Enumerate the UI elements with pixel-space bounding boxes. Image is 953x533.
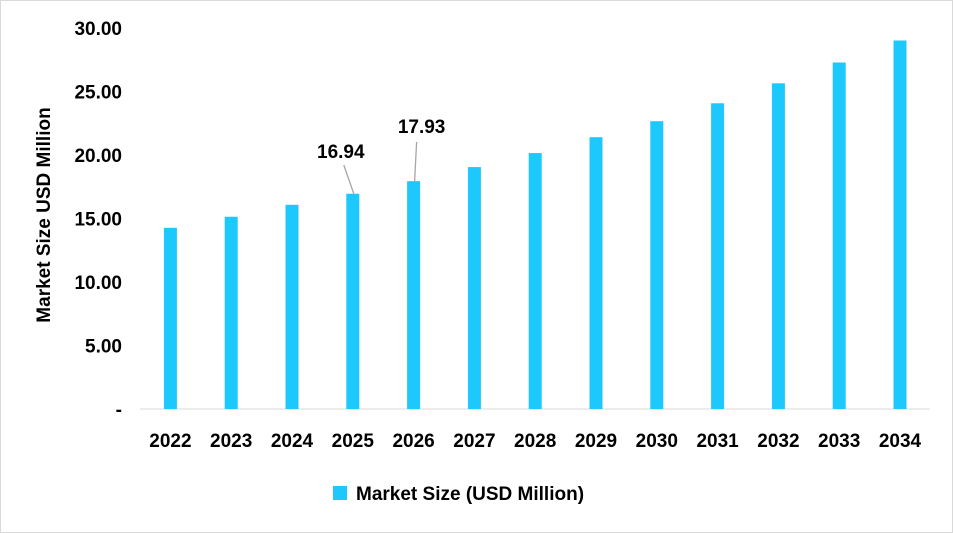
x-tick-label: 2034 xyxy=(879,431,922,452)
legend-label: Market Size (USD Million) xyxy=(356,484,584,505)
bar-2030 xyxy=(650,121,664,409)
data-label: 17.93 xyxy=(398,117,446,138)
x-tick-label: 2023 xyxy=(210,431,252,452)
y-axis-label: Market Size USD Million xyxy=(34,107,55,322)
bar-2034 xyxy=(893,40,907,410)
x-tick-label: 2028 xyxy=(514,431,556,452)
x-tick-label: 2029 xyxy=(575,431,617,452)
y-tick-label: 5.00 xyxy=(85,336,122,357)
x-tick-label: 2033 xyxy=(818,431,860,452)
data-label-leader xyxy=(343,164,355,194)
x-tick-label: 2032 xyxy=(757,431,799,452)
x-tick-label: 2030 xyxy=(636,431,678,452)
legend-swatch xyxy=(333,486,347,500)
bar-2029 xyxy=(589,137,603,409)
x-tick-label: 2031 xyxy=(696,431,739,452)
bar-2028 xyxy=(528,153,542,409)
bar-2025 xyxy=(346,193,360,409)
data-label-leader xyxy=(413,141,418,182)
y-tick-label: 25.00 xyxy=(74,82,122,103)
x-tick-label: 2024 xyxy=(271,431,314,452)
bar-2024 xyxy=(285,204,299,409)
y-tick-label: 30.00 xyxy=(74,19,122,40)
x-tick-label: 2027 xyxy=(453,431,495,452)
bar-2022 xyxy=(163,227,177,409)
bar-2023 xyxy=(224,216,238,409)
bar-2033 xyxy=(832,62,846,410)
y-tick-label: 15.00 xyxy=(74,209,122,230)
y-tick-label: 20.00 xyxy=(74,146,122,167)
bar-2031 xyxy=(711,103,725,410)
x-tick-label: 2026 xyxy=(392,431,434,452)
x-tick-label: 2022 xyxy=(149,431,191,452)
y-tick-label: - xyxy=(116,400,122,421)
bar-2027 xyxy=(467,167,481,409)
x-tick-label: 2025 xyxy=(332,431,375,452)
data-label: 16.94 xyxy=(317,142,365,163)
bar-2032 xyxy=(771,83,785,410)
y-tick-label: 10.00 xyxy=(74,273,122,294)
bar-2026 xyxy=(407,181,421,409)
